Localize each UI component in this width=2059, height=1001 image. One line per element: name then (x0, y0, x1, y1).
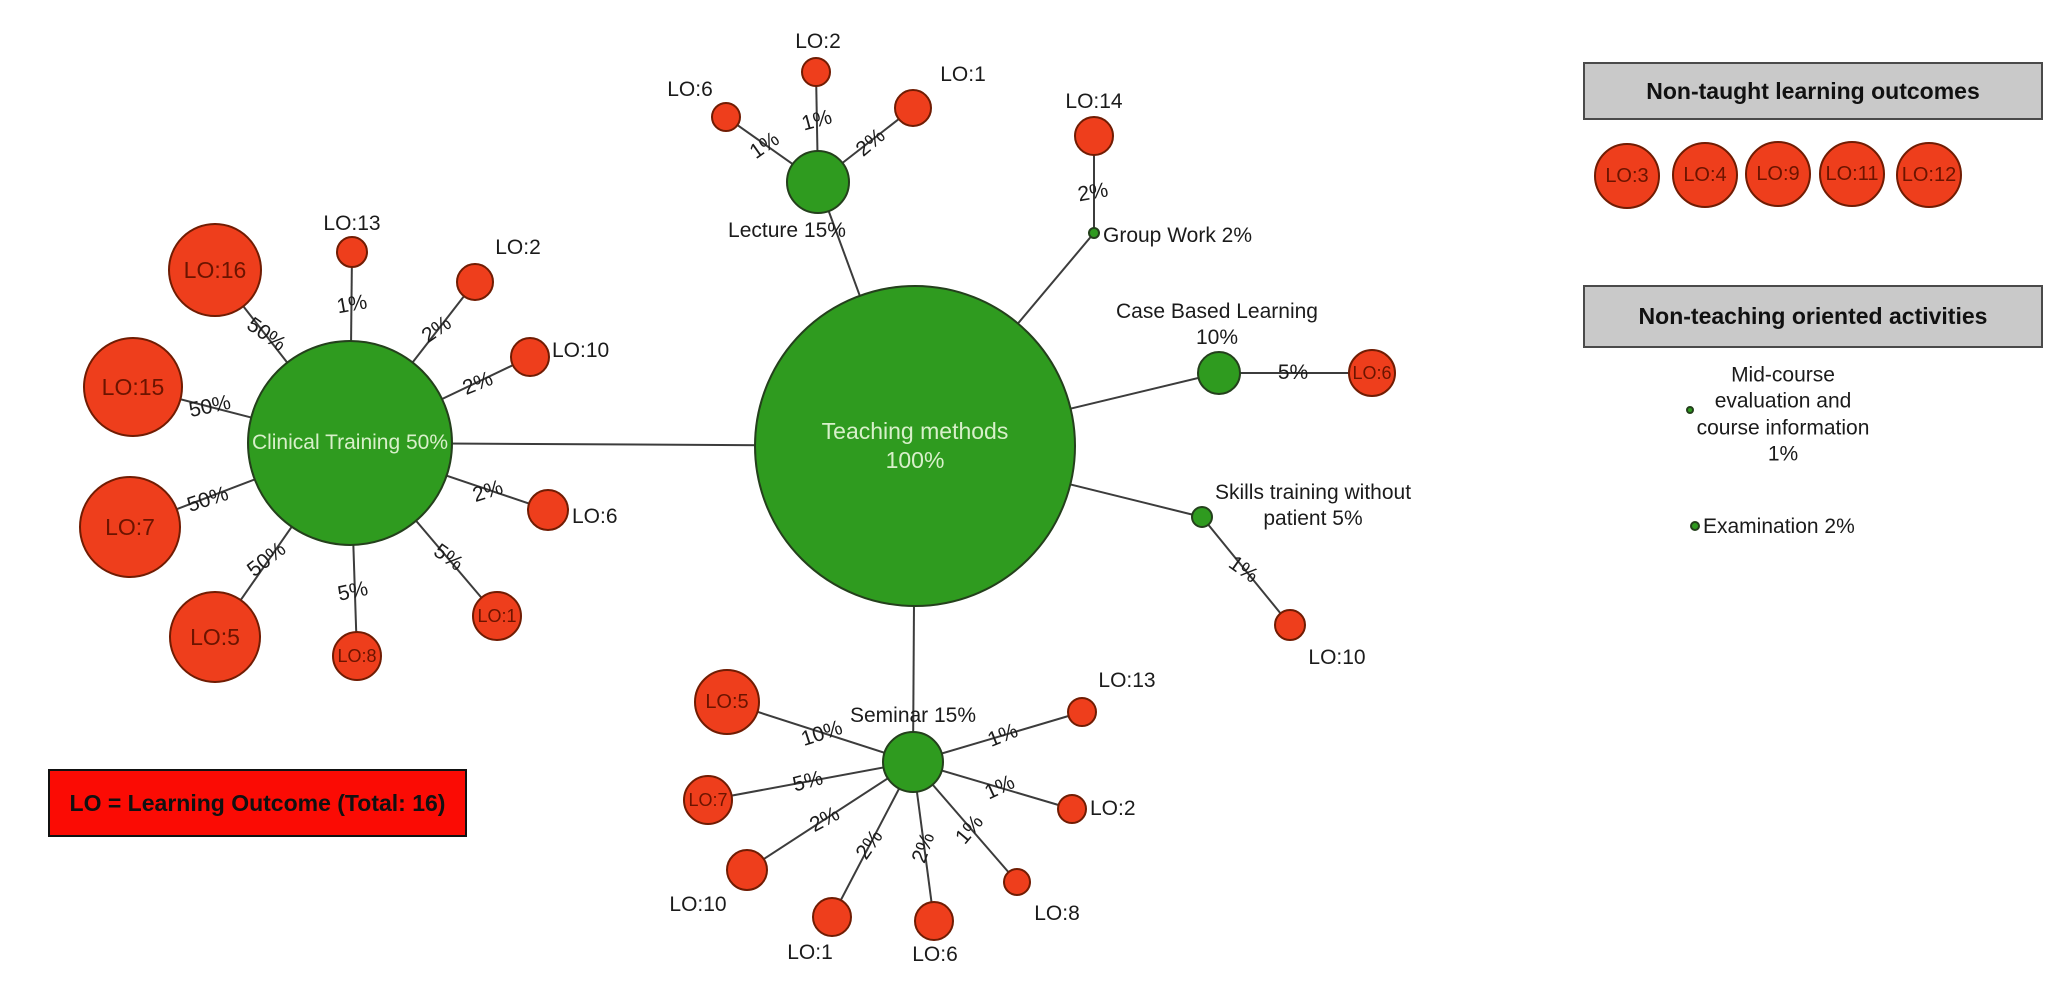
node-name-label: Skills training without patient 5% (1214, 480, 1412, 530)
node-panel-lo12: LO:12 (1896, 142, 1962, 208)
edge-skills-skills-lo10 (1201, 516, 1291, 626)
node-panel-lo4: LO:4 (1672, 142, 1738, 208)
node-name-label: LO:6 (912, 942, 958, 966)
node-groupwork-lo14 (1074, 116, 1114, 156)
node-clinical-lo1: LO:1 (472, 591, 522, 641)
node-panel-lo11: LO:11 (1819, 141, 1885, 207)
node-skills (1191, 506, 1213, 528)
node-lecture (786, 150, 850, 214)
node-name-label: LO:2 (495, 235, 541, 259)
node-seminar-lo8 (1003, 868, 1031, 896)
lo-legend-box: LO = Learning Outcome (Total: 16) (48, 769, 467, 837)
node-panel-lo9: LO:9 (1745, 141, 1811, 207)
node-clinical-lo7: LO:7 (79, 476, 181, 578)
edge-percent-label: 2% (1075, 178, 1110, 207)
node-seminar-lo1 (812, 897, 852, 937)
node-clinical-lo2 (456, 263, 494, 301)
node-name-label: LO:1 (787, 940, 833, 964)
node-name-label: Lecture 15% (728, 218, 846, 242)
node-name-label: LO:10 (552, 338, 610, 362)
node-label-cbl-lo6: LO:6 (1352, 362, 1392, 383)
node-name-label: LO:13 (1098, 668, 1156, 692)
node-name-label: LO:6 (667, 77, 713, 101)
node-name-label: LO:2 (795, 29, 841, 53)
node-seminar-lo10 (726, 849, 768, 891)
node-name-label: Group Work 2% (1103, 223, 1252, 247)
node-name-label: LO:14 (1065, 89, 1123, 113)
node-clinical-lo5: LO:5 (169, 591, 261, 683)
node-lecture-lo1 (894, 89, 932, 127)
node-label-teaching: Teaching methods 100% (821, 418, 1009, 473)
node-skills-lo10 (1274, 609, 1306, 641)
panel-header-non-teaching-title: Non-teaching oriented activities (1638, 303, 1988, 329)
node-label-panel-lo11: LO:11 (1825, 162, 1879, 185)
panel-header-non-teaching-oriented-activities: Non-teaching oriented activities (1583, 285, 2043, 348)
node-clinical-lo10 (510, 337, 550, 377)
node-name-label: Seminar 15% (849, 703, 977, 727)
edge-percent-label: 5% (1277, 360, 1309, 384)
node-name-label: LO:1 (940, 62, 986, 86)
node-seminar-lo7: LO:7 (683, 775, 733, 825)
node-label-clinical-lo7: LO:7 (105, 513, 155, 540)
node-label-seminar-lo7: LO:7 (688, 789, 728, 810)
node-seminar-lo2 (1057, 794, 1087, 824)
node-seminar-lo13 (1067, 697, 1097, 727)
node-clinical-lo8: LO:8 (332, 631, 382, 681)
node-clinical-lo16: LO:16 (168, 223, 262, 317)
node-mid-dot (1686, 406, 1694, 414)
edge-seminar-seminar-lo10 (746, 761, 914, 871)
node-lecture-lo2 (801, 57, 831, 87)
node-label-panel-lo9: LO:9 (1756, 162, 1800, 185)
panel-header-non-taught-learning-outcomes: Non-taught learning outcomes (1583, 62, 2043, 120)
node-label-panel-lo4: LO:4 (1683, 163, 1727, 186)
panel-header-non-taught-title: Non-taught learning outcomes (1646, 77, 1980, 104)
node-name-label: LO:10 (1308, 645, 1366, 669)
node-name-label: Examination 2% (1703, 514, 1855, 538)
node-name-label: LO:10 (669, 892, 727, 916)
node-seminar (882, 731, 944, 793)
node-clinical-lo15: LO:15 (83, 337, 183, 437)
node-label-clinical-lo1: LO:1 (477, 605, 517, 626)
node-label-panel-lo12: LO:12 (1901, 163, 1957, 186)
node-groupwork (1088, 227, 1100, 239)
node-label-panel-lo3: LO:3 (1605, 164, 1649, 187)
node-seminar-lo6 (914, 901, 954, 941)
edge-percent-label: 1% (334, 290, 369, 319)
lo-legend-text: LO = Learning Outcome (Total: 16) (69, 789, 446, 816)
node-name-label: LO:6 (572, 504, 618, 528)
node-lecture-lo6 (711, 102, 741, 132)
node-clinical-lo13 (336, 236, 368, 268)
node-label-seminar-lo5: LO:5 (705, 690, 749, 713)
node-clinical: Clinical Training 50% (247, 340, 453, 546)
node-label-clinical: Clinical Training 50% (251, 430, 449, 454)
node-label-clinical-lo5: LO:5 (190, 623, 240, 650)
node-label-clinical-lo16: LO:16 (183, 256, 247, 283)
node-name-label: LO:13 (323, 211, 381, 235)
node-label-clinical-lo15: LO:15 (101, 373, 165, 400)
node-name-label: Mid-course evaluation and course informati… (1696, 363, 1870, 466)
node-cbl (1197, 351, 1241, 395)
node-cbl-lo6: LO:6 (1348, 349, 1396, 397)
node-exam-dot (1690, 521, 1700, 531)
node-clinical-lo6 (527, 489, 569, 531)
node-label-clinical-lo8: LO:8 (337, 645, 377, 666)
node-seminar-lo5: LO:5 (694, 669, 760, 735)
node-panel-lo3: LO:3 (1594, 143, 1660, 209)
node-name-label: Case Based Learning 10% (1116, 299, 1318, 349)
node-teaching: Teaching methods 100% (754, 285, 1076, 607)
edge-seminar-seminar-lo7 (707, 761, 914, 801)
node-name-label: LO:8 (1034, 901, 1080, 925)
node-name-label: LO:2 (1090, 796, 1136, 820)
